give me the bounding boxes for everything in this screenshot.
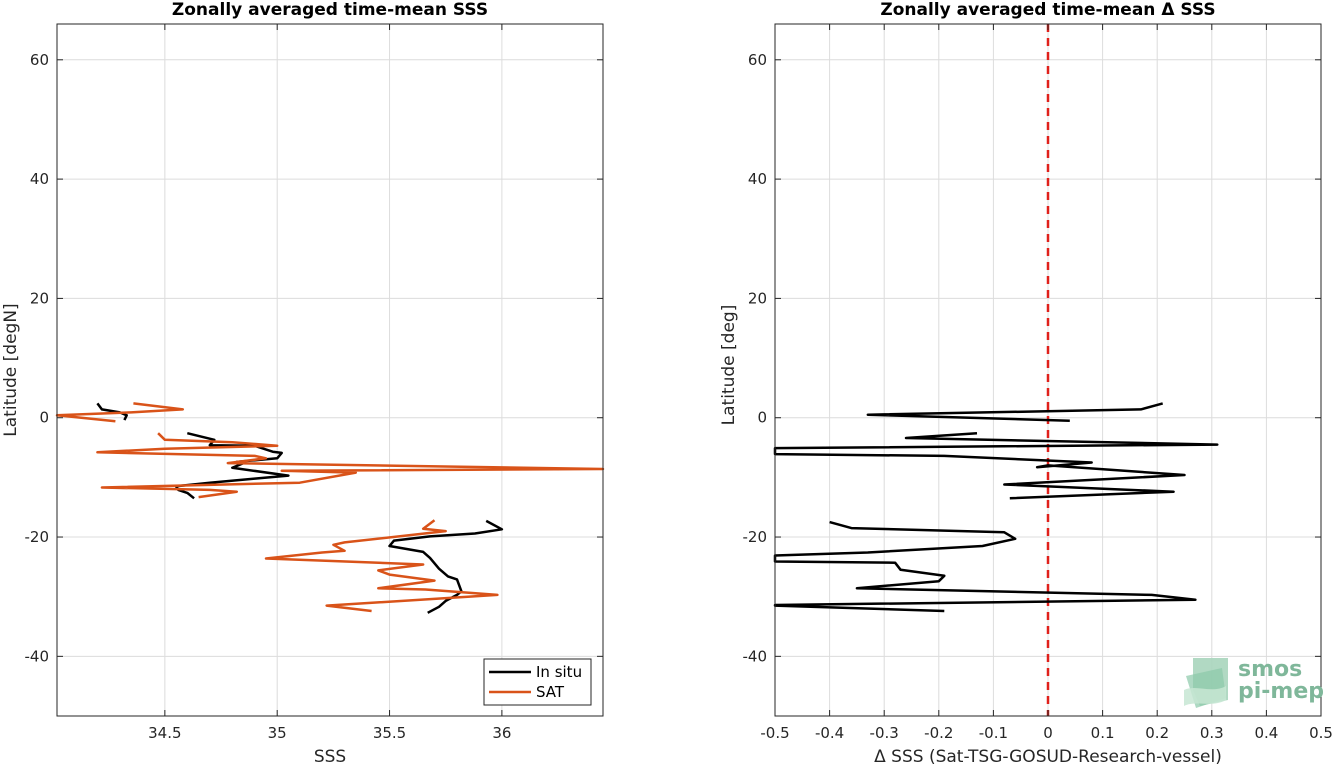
left-plot-area	[57, 24, 603, 716]
left-x-axis-label: SSS	[314, 747, 346, 765]
logo-wave-mark	[1184, 658, 1228, 708]
right-y-tick-label-0: 0	[757, 409, 767, 427]
right-axes: -0.5 -0.4 -0.3 -0.2 -0.1 0 0.1 0.2 0.3 0.4 0.5 -40 -…	[719, 0, 1333, 765]
left-series-group	[55, 402, 605, 614]
right-x-tick-label-0-5: -0.5	[760, 724, 789, 742]
right-y-tick-label-20: -20	[743, 528, 768, 546]
right-x-tick-label-0-5: 0.5	[1309, 724, 1333, 742]
right-y-tick-label-60: 60	[748, 51, 767, 69]
right-x-tick-label-0-3: 0.3	[1200, 724, 1224, 742]
left-series-sat	[55, 402, 605, 613]
right-series-line-0	[773, 402, 1219, 613]
right-y-tick-label-20: 20	[748, 289, 767, 307]
left-y-tick-label-20: 20	[30, 289, 49, 307]
left-axes-frame	[56, 23, 604, 717]
left-y-tick-label-40: 40	[30, 170, 49, 188]
right-x-tick-label-0-1: -0.1	[979, 724, 1008, 742]
smos-pi-mep-logo: smos pi-mep	[1184, 657, 1324, 708]
legend-label-in-situ: In situ	[536, 663, 582, 681]
left-y-axis-label: Latitude [degN]	[1, 303, 21, 436]
logo-text-pi-mep: pi-mep	[1238, 679, 1324, 704]
right-x-tick-label-0-2: 0.2	[1145, 724, 1169, 742]
logo-text-smos: smos	[1238, 657, 1302, 682]
legend-box	[483, 658, 592, 706]
right-x-tick-label-0-2: -0.2	[924, 724, 953, 742]
right-x-tick-label-0-3: -0.3	[870, 724, 899, 742]
right-y-tick-label-40: -40	[743, 647, 768, 665]
right-x-tick-label-0-4: -0.4	[815, 724, 844, 742]
left-y-tick-label-40: -40	[25, 647, 50, 665]
left-axes: 34.5 35 35.5 36 -40 -20 0 20 40 60 Zonally averag…	[1, 0, 605, 765]
right-x-axis-label: Δ SSS (Sat-TSG-GOSUD-Research-vessel)	[874, 747, 1222, 765]
right-ticks: -0.5 -0.4 -0.3 -0.2 -0.1 0 0.1 0.2 0.3 0.4 0.5 -40 -…	[743, 24, 1333, 742]
left-x-tick-label-34-5: 34.5	[148, 724, 181, 742]
left-x-tick-label-36: 36	[492, 724, 511, 742]
left-x-tick-label-35: 35	[268, 724, 287, 742]
legend: In situ SAT	[483, 658, 592, 706]
right-series-group	[773, 402, 1219, 613]
right-x-tick-label-0: 0	[1043, 724, 1053, 742]
right-x-tick-label-0-4: 0.4	[1254, 724, 1278, 742]
left-chart-title: Zonally averaged time-mean SSS	[172, 0, 488, 20]
left-x-tick-label-35-5: 35.5	[373, 724, 406, 742]
right-chart-title: Zonally averaged time-mean Δ SSS	[880, 0, 1215, 20]
left-y-tick-label-0: 0	[39, 409, 49, 427]
legend-label-sat: SAT	[536, 683, 565, 701]
left-y-tick-label-60: 60	[30, 51, 49, 69]
right-y-axis-label: Latitude [deg]	[719, 305, 739, 426]
left-ticks: 34.5 35 35.5 36 -40 -20 0 20 40 60	[25, 24, 603, 742]
right-y-tick-label-40: 40	[748, 170, 767, 188]
left-y-tick-label-20: -20	[25, 528, 50, 546]
left-grid	[57, 24, 603, 716]
right-x-tick-label-0-1: 0.1	[1091, 724, 1115, 742]
